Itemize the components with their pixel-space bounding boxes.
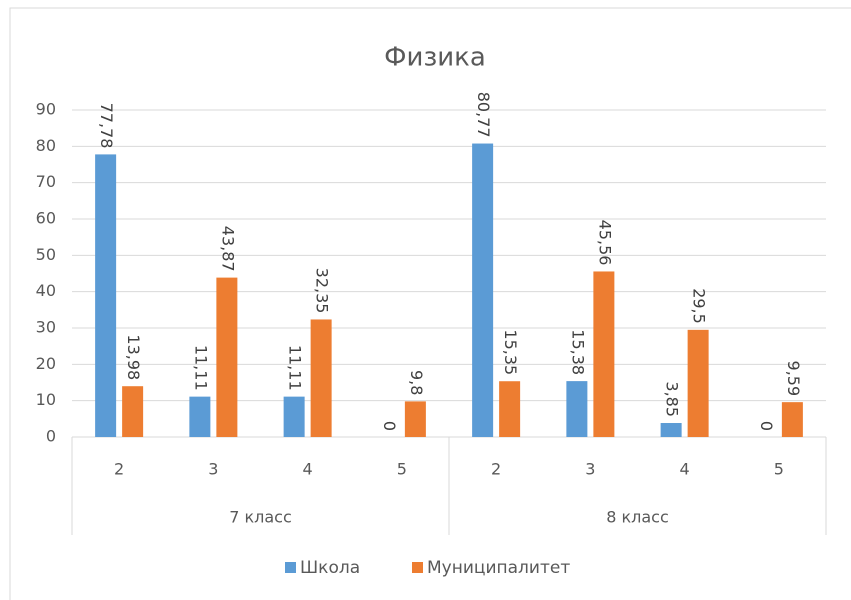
group-label: 8 класс: [606, 508, 669, 527]
y-tick-label: 60: [36, 209, 56, 228]
bar: [499, 381, 521, 437]
x-tick-label: 4: [303, 460, 313, 479]
x-tick-label: 3: [208, 460, 218, 479]
x-tick-label: 2: [114, 460, 124, 479]
value-label: 77,78: [97, 103, 116, 149]
bar: [687, 329, 709, 437]
bar: [472, 143, 494, 438]
value-label: 0: [757, 421, 776, 431]
value-label: 0: [380, 421, 399, 431]
x-tick-label: 5: [774, 460, 784, 479]
bar: [216, 277, 238, 437]
legend-swatch: [412, 562, 423, 573]
y-tick-label: 70: [36, 172, 56, 191]
bar: [781, 402, 803, 437]
y-tick-label: 50: [36, 245, 56, 264]
x-tick-label: 5: [397, 460, 407, 479]
bar: [310, 319, 332, 437]
chart-frame: [9, 7, 851, 600]
value-label: 13,98: [124, 334, 143, 380]
value-label: 11,11: [286, 345, 305, 391]
y-tick-label: 0: [46, 427, 56, 446]
group-label: 7 класс: [229, 508, 292, 527]
y-tick-label: 10: [36, 390, 56, 409]
y-tick-label: 80: [36, 136, 56, 155]
value-label: 80,77: [474, 92, 493, 138]
value-label: 9,59: [784, 361, 803, 397]
y-tick-label: 20: [36, 354, 56, 373]
value-label: 15,38: [568, 329, 587, 375]
value-label: 29,5: [690, 288, 709, 324]
value-label: 15,35: [501, 329, 520, 375]
bar: [283, 396, 305, 437]
bar: [593, 271, 615, 437]
x-tick-label: 2: [491, 460, 501, 479]
value-label: 32,35: [313, 268, 332, 314]
y-tick-label: 90: [36, 100, 56, 119]
bar: [660, 423, 682, 437]
bar: [122, 386, 144, 437]
x-tick-label: 3: [585, 460, 595, 479]
y-tick-label: 30: [36, 318, 56, 337]
value-label: 9,8: [407, 370, 426, 395]
x-tick-label: 4: [680, 460, 690, 479]
value-label: 3,85: [663, 381, 682, 417]
bar: [189, 396, 211, 437]
bar: [404, 401, 426, 437]
bar: [95, 154, 117, 437]
value-label: 11,11: [191, 345, 210, 391]
bar: [566, 381, 588, 437]
legend-swatch: [285, 562, 296, 573]
value-label: 43,87: [218, 226, 237, 272]
legend-label: Школа: [300, 558, 360, 578]
chart-title: Физика: [384, 43, 486, 73]
value-label: 45,56: [595, 220, 614, 266]
y-tick-label: 40: [36, 281, 56, 300]
legend-label: Муниципалитет: [427, 558, 570, 578]
